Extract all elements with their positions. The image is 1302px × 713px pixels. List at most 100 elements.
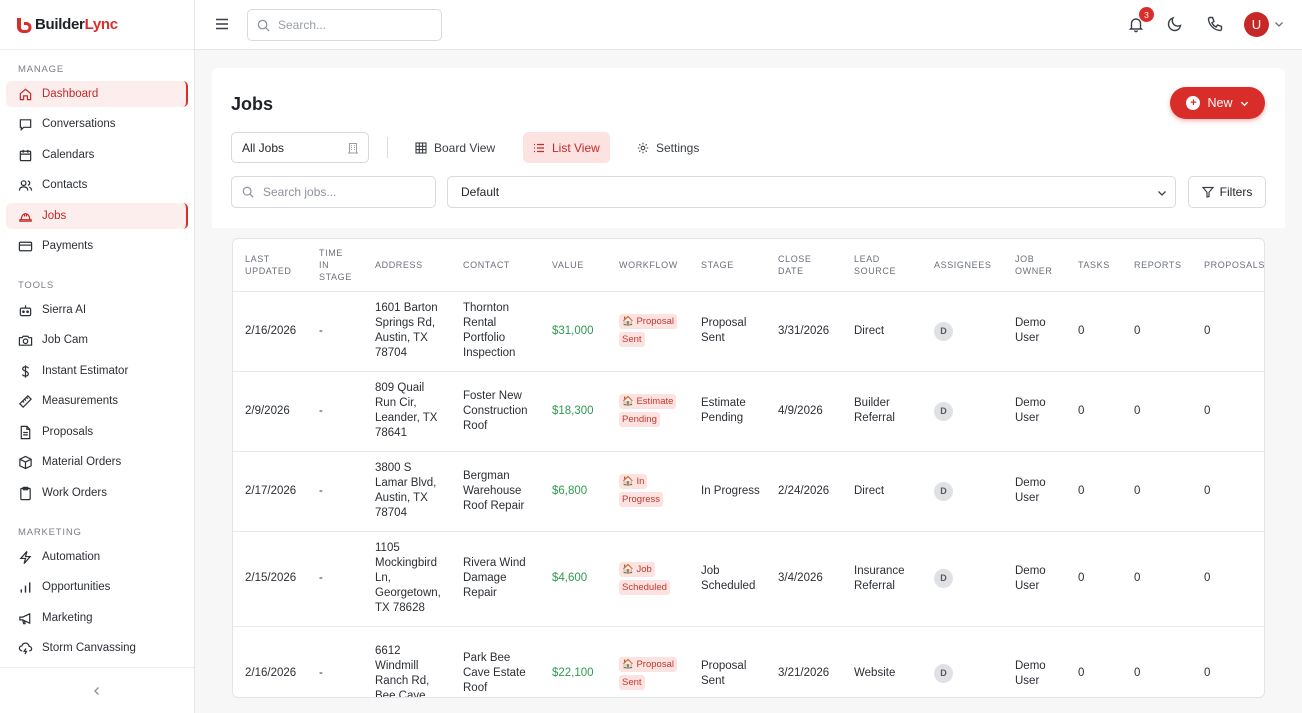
sidebar-item-proposals[interactable]: Proposals [6,419,188,445]
sidebar-item-label: Measurements [42,395,119,407]
sidebar-item-opportunities[interactable]: Opportunities [6,574,188,600]
cell-reports: 0 [1122,370,1192,451]
col-header-value[interactable]: VALUE [552,259,584,270]
camera-icon [18,335,33,346]
chevron-down-icon[interactable] [1274,19,1284,29]
cell-reports: 0 [1122,625,1192,697]
global-search-input[interactable]: Search... [247,9,442,41]
sidebar-collapse-button[interactable] [0,667,194,713]
sidebar-item-work-orders[interactable]: Work Orders [6,480,188,506]
ruler-icon [19,394,32,408]
cell-stage: Proposal Sent [689,625,766,697]
moon-icon[interactable] [1166,15,1184,33]
assignee-avatar[interactable]: D [934,664,953,684]
sidebar-item-calendars[interactable]: Calendars [6,142,188,168]
sidebar-item-label: Proposals [42,426,94,438]
cell-contact[interactable]: Rivera Wind Damage Repair [451,530,540,626]
bell-icon[interactable] [1127,15,1145,33]
assignee-avatar[interactable]: D [934,321,953,341]
user-avatar[interactable]: U [1244,12,1269,37]
table-row[interactable]: 2/9/2026 - 809 Quail Run Cir, Leander, T… [233,370,1264,451]
cell-workflow: 🏠 Proposal Sent [607,625,689,697]
col-header-stage[interactable]: STAGE [701,259,734,270]
cell-address: 809 Quail Run Cir, Leander, TX 78641 [363,370,451,451]
workflow-badge[interactable]: 🏠 Job Scheduled [619,561,683,597]
col-header-last-updated[interactable]: LAST UPDATED [245,253,292,276]
col-header-job-owner[interactable]: JOB OWNER [1015,253,1053,276]
sidebar-item-automation[interactable]: Automation [6,544,188,570]
assignee-avatar[interactable]: D [934,569,953,588]
cell-proposals: 0 [1192,530,1264,626]
assignee-avatar[interactable]: D [934,481,953,501]
col-header-tasks[interactable]: TASKS [1078,259,1110,270]
table-row[interactable]: 2/16/2026 - 6612 Windmill Ranch Rd, Bee … [233,625,1264,697]
col-header-address[interactable]: ADDRESS [375,259,423,270]
sort-select[interactable]: Default [447,176,1176,208]
table-row[interactable]: 2/16/2026 - 1601 Barton Springs Rd, Aust… [233,290,1264,371]
cell-time-in-stage: - [307,370,363,451]
sidebar-item-instant-estimator[interactable]: Instant Estimator [6,358,188,384]
assignee-avatar[interactable]: D [934,401,953,421]
workflow-badge[interactable]: 🏠 In Progress [619,473,683,509]
col-header-lead-source[interactable]: LEAD SOURCE [854,253,897,276]
cell-contact[interactable]: Park Bee Cave Estate Roof [451,625,540,697]
sidebar-item-jobs[interactable]: Jobs [6,203,188,229]
sidebar-item-dashboard[interactable]: Dashboard [6,81,188,107]
workflow-badge[interactable]: 🏠 Estimate Pending [619,393,683,429]
sidebar-item-sierra-ai[interactable]: Sierra AI [6,297,188,323]
sidebar-item-conversations[interactable]: Conversations [6,111,188,137]
cell-proposals: 0 [1192,450,1264,531]
cell-last-updated: 2/15/2026 [233,530,307,626]
cell-workflow: 🏠 Proposal Sent [607,290,689,371]
col-header-proposals[interactable]: PROPOSALS [1204,259,1265,270]
cell-proposals: 0 [1192,625,1264,697]
col-header-close-date[interactable]: CLOSE DATE [778,253,812,276]
megaphone-icon [19,612,31,624]
table-row[interactable]: 2/17/2026 - 3800 S Lamar Blvd, Austin, T… [233,450,1264,531]
new-button[interactable]: + New [1170,87,1265,119]
cell-value: $22,100 [540,625,607,697]
filters-button[interactable]: Filters [1188,176,1266,208]
cell-time-in-stage: - [307,530,363,626]
sidebar-item-material-orders[interactable]: Material Orders [6,449,188,475]
col-header-workflow[interactable]: WORKFLOW [619,259,678,270]
cell-value: $18,300 [540,370,607,451]
search-icon [242,186,254,198]
col-header-contact[interactable]: CONTACT [463,259,511,270]
col-header-assignees[interactable]: ASSIGNEES [934,259,992,270]
cell-lead-source: Direct [842,290,922,371]
phone-icon[interactable] [1206,15,1224,33]
cell-stage: In Progress [689,450,766,531]
table-row[interactable]: 2/15/2026 - 1105 Mockingbird Ln, Georget… [233,530,1264,626]
sidebar-item-marketing[interactable]: Marketing [6,605,188,631]
workflow-badge[interactable]: 🏠 Proposal Sent [619,313,683,349]
cell-stage: Proposal Sent [689,290,766,371]
sidebar-item-payments[interactable]: Payments [6,233,188,259]
tab-list-view[interactable]: List View [523,132,610,163]
gear-icon [637,142,649,153]
search-icon [257,19,270,32]
tab-settings-label: Settings [656,140,700,155]
sidebar-item-label: Storm Canvassing [42,642,136,654]
sidebar-item-label: Jobs [42,210,67,222]
cell-assignees: D [922,625,1003,697]
workflow-badge[interactable]: 🏠 Proposal Sent [619,656,683,692]
col-header-reports[interactable]: REPORTS [1134,259,1182,270]
sidebar-item-measurements[interactable]: Measurements [6,388,188,414]
logo[interactable]: BuilderLync [0,0,194,50]
cell-assignees: D [922,450,1003,531]
cell-contact[interactable]: Bergman Warehouse Roof Repair [451,450,540,531]
sidebar-item-label: Sierra AI [42,304,87,316]
sidebar-item-job-cam[interactable]: Job Cam [6,327,188,353]
sidebar-item-label: Conversations [42,118,116,130]
cell-contact[interactable]: Foster New Construction Roof [451,370,540,451]
cell-contact[interactable]: Thornton Rental Portfolio Inspection [451,290,540,371]
hamburger-menu-icon[interactable] [215,17,229,31]
col-header-time-in-stage[interactable]: TIME IN STAGE [319,247,352,282]
jobs-filter-select[interactable]: All Jobs [231,132,369,163]
search-jobs-input[interactable]: Search jobs... [231,176,436,208]
tab-board-view[interactable]: Board View [405,132,505,163]
sidebar-item-storm-canvassing[interactable]: Storm Canvassing [6,635,188,661]
sidebar-item-contacts[interactable]: Contacts [6,172,188,198]
tab-settings[interactable]: Settings [627,132,709,163]
